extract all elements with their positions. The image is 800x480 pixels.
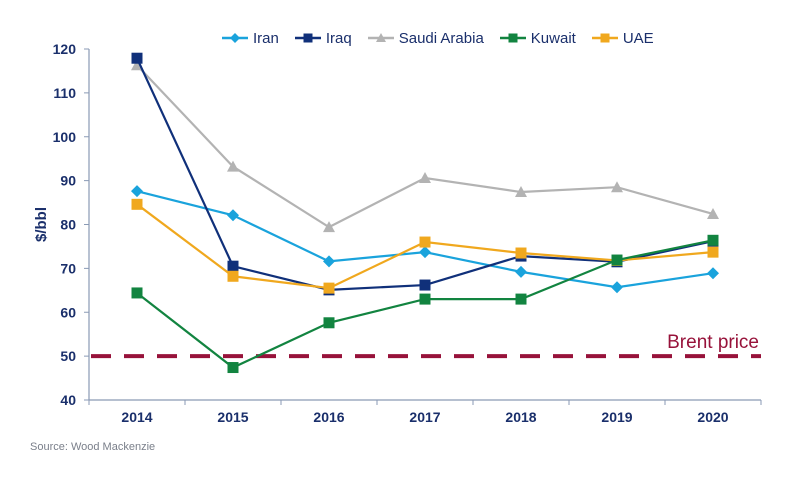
source-note: Source: Wood Mackenzie (30, 441, 156, 453)
x-tick-label: 2015 (217, 409, 248, 425)
data-point-iraq (419, 279, 431, 291)
x-tick-label: 2016 (313, 409, 344, 425)
y-tick-label: 40 (60, 392, 76, 408)
legend-swatch-square-icon (294, 33, 321, 43)
y-tick-label: 100 (53, 129, 77, 145)
data-point-kuwait (323, 317, 335, 329)
data-point-saudi-arabia (323, 221, 335, 233)
legend-item-saudi-arabia: Saudi Arabia (366, 30, 484, 47)
x-tick-label: 2020 (697, 409, 728, 425)
data-point-saudi-arabia (611, 181, 623, 193)
legend: Iran Iraq Saudi Arabia Kuwait UAE (220, 28, 654, 48)
data-point-iran (131, 185, 143, 198)
legend-label: Iraq (325, 29, 352, 47)
y-tick-label: 70 (60, 260, 76, 276)
series-line-saudi-arabia (136, 64, 714, 229)
legend-label: Kuwait (530, 29, 576, 47)
legend-swatch-diamond-icon (222, 33, 248, 43)
legend-swatch-triangle-icon (367, 33, 394, 42)
data-point-uae (515, 247, 527, 259)
legend-label: Iran (253, 29, 279, 47)
data-point-saudi-arabia (419, 171, 431, 183)
brent-price-label: Brent price (667, 332, 759, 353)
legend-swatch-square-icon (499, 33, 526, 43)
data-point-saudi-arabia (227, 160, 239, 172)
x-tick-label: 2019 (601, 409, 632, 425)
y-tick-label: 120 (53, 41, 77, 57)
legend-label: Saudi Arabia (398, 29, 484, 47)
data-point-kuwait (227, 362, 239, 374)
data-point-iraq (227, 260, 239, 272)
data-point-iran (419, 246, 431, 259)
y-tick-label: 110 (53, 85, 76, 101)
y-tick-label: 80 (60, 217, 76, 233)
legend-swatch-square-icon (591, 33, 618, 43)
data-point-kuwait (611, 254, 623, 266)
data-point-uae (227, 270, 239, 282)
legend-label: UAE (622, 29, 654, 47)
x-tick-label: 2014 (121, 409, 152, 425)
data-point-iran (323, 255, 335, 268)
data-point-uae (131, 198, 143, 210)
data-point-uae (707, 246, 719, 258)
y-tick-label: 60 (60, 304, 76, 320)
x-tick-label: 2018 (505, 409, 536, 425)
data-point-saudi-arabia (707, 207, 719, 219)
data-point-saudi-arabia (515, 186, 527, 198)
legend-item-iran: Iran (220, 30, 279, 47)
legend-item-kuwait: Kuwait (498, 30, 576, 47)
data-point-iran (515, 265, 527, 278)
y-tick-label: 90 (60, 173, 76, 189)
data-point-kuwait (131, 287, 143, 299)
data-point-iran (707, 267, 719, 280)
data-point-uae (323, 282, 335, 294)
data-point-kuwait (515, 293, 527, 305)
x-tick-label: 2017 (409, 409, 440, 425)
data-point-iran (611, 281, 623, 294)
legend-item-uae: UAE (590, 30, 654, 47)
data-point-kuwait (419, 293, 431, 305)
data-point-kuwait (707, 234, 719, 246)
data-point-iraq (131, 52, 143, 64)
data-point-uae (419, 236, 431, 248)
y-axis-label: $/bbl (33, 207, 50, 242)
y-tick-label: 50 (60, 348, 76, 364)
data-point-iran (227, 209, 239, 222)
data-point-saudi-arabia (131, 59, 143, 71)
legend-item-iraq: Iraq (293, 30, 352, 47)
